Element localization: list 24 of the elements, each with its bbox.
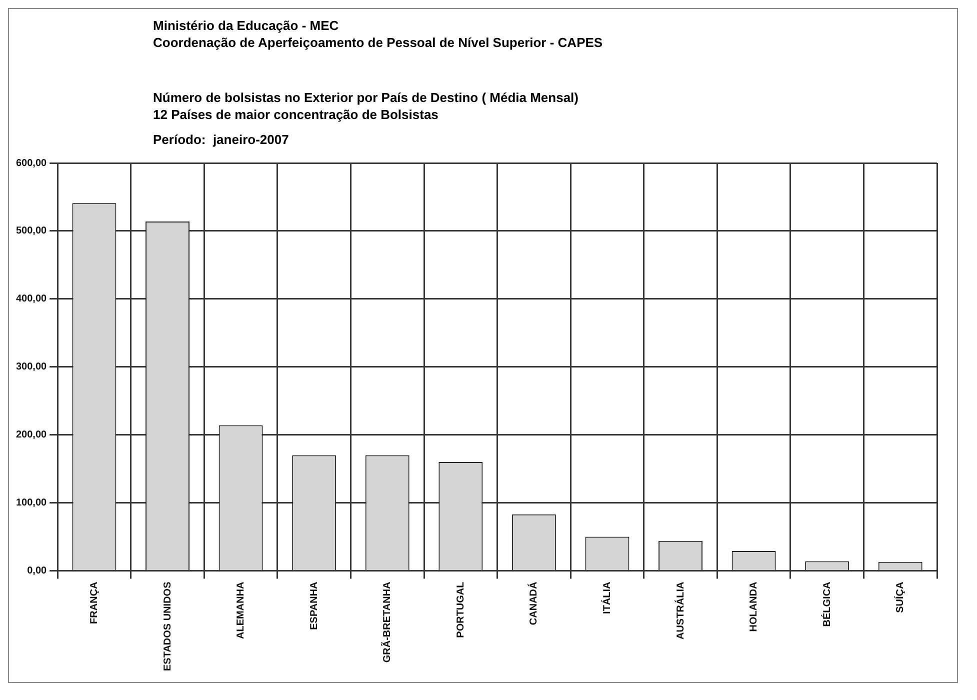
x-tick-label: ESTADOS UNIDOS [162,581,174,672]
y-tick-label: 600,00 [16,158,48,169]
x-tick-label: CANADÁ [528,582,540,626]
x-tick-label: HOLANDA [748,582,760,632]
x-tick-label: GRÃ-BRETANHA [381,582,394,663]
chart-subtitle: 12 Países de maior concentração de Bolsistas [153,106,440,123]
y-tick-label: 300,00 [16,362,48,373]
y-tick-label: 0,00 [27,565,48,576]
chart-title: Número de bolsistas no Exterior por País de Destino ( Média Mensal) [153,89,580,106]
x-tick-label: SUÍÇA [894,582,906,613]
x-tick-label: ALEMANHA [236,582,247,639]
x-tick-label: FRANÇA [88,582,100,624]
text: Coordenação de Aperfeiçoamento de Pessoal de Nível Superior - CAPES [153,34,604,51]
text: Ministério da Educação - MEC [153,17,340,34]
text: Período: janeiro-2007 [153,131,290,148]
y-tick-label: 400,00 [16,294,48,305]
y-tick-label: 100,00 [16,498,48,509]
y-tick-label: 200,00 [16,430,48,441]
x-tick-label: ITÁLIA [600,582,613,614]
x-tick-label: ESPANHA [308,582,320,630]
x-tick-label: BÉLGICA [820,582,833,627]
x-tick-label: PORTUGAL [455,582,466,638]
y-tick-label: 500,00 [16,226,48,237]
x-tick-label: AUSTRÁLIA [674,582,686,640]
